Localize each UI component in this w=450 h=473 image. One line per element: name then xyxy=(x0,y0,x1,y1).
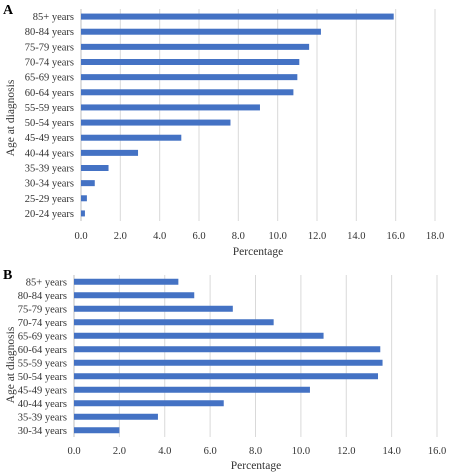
panelA-bar xyxy=(81,43,310,50)
panelB-category-label: 35-39 years xyxy=(18,412,67,423)
panelB-bar xyxy=(74,413,158,420)
panel-a-x-ticks: 0.0 2.0 4.0 6.0 8.0 10.0 12.0 14.0 16.0 18.0 xyxy=(74,231,444,242)
panelB-bar xyxy=(74,427,120,434)
panel-b-gridlines xyxy=(73,275,438,437)
panelA-bar xyxy=(81,195,87,202)
panelA-x-tick-label: 16.0 xyxy=(386,231,404,242)
panelA-x-tick-label: 8.0 xyxy=(232,231,245,242)
panelB-x-tick-label: 10.0 xyxy=(292,446,310,457)
panelB-x-tick-label: 4.0 xyxy=(158,446,171,457)
panelB-bar xyxy=(74,373,379,380)
panelB-x-tick-label: 16.0 xyxy=(428,446,446,457)
panelA-x-tick-label: 4.0 xyxy=(153,231,166,242)
panelB-x-tick-label: 14.0 xyxy=(382,446,400,457)
panel-b-category-labels: 85+ years 80-84 years 75-79 years 70-74 yea… xyxy=(18,277,67,437)
panelB-x-tick-label: 8.0 xyxy=(249,446,262,457)
panel-b-bar-chart: B 85+ years 80-84 years 75-79 years 70-74 y… xyxy=(3,268,446,472)
panel-a-bar-chart: A 85+ years 80-84 years 75-79 years 70-74 y… xyxy=(3,3,444,258)
panelA-category-label: 20-24 years xyxy=(25,209,74,220)
panelA-bar xyxy=(81,180,95,187)
panelB-x-tick-label: 0.0 xyxy=(67,446,80,457)
panelA-bar xyxy=(81,104,260,111)
panelA-category-label: 70-74 years xyxy=(25,58,74,69)
panelA-category-label: 60-64 years xyxy=(25,88,74,99)
panelA-category-label: 75-79 years xyxy=(25,42,74,53)
panelA-bar xyxy=(81,59,300,65)
panelB-category-label: 50-54 years xyxy=(18,372,67,383)
panelB-bar xyxy=(74,359,383,366)
panelA-x-tick-label: 0.0 xyxy=(74,231,87,242)
panelA-bar xyxy=(81,165,109,171)
panelB-bar xyxy=(74,346,381,353)
panel-a-gridlines xyxy=(80,9,436,221)
panelA-category-label: 30-34 years xyxy=(25,179,74,190)
panelA-category-label: 80-84 years xyxy=(25,27,74,38)
panelA-category-label: 50-54 years xyxy=(25,118,74,129)
panelB-category-label: 45-49 years xyxy=(18,385,67,396)
panelA-bar xyxy=(81,119,231,126)
panelA-x-tick-label: 18.0 xyxy=(426,231,444,242)
panelB-category-label: 30-34 years xyxy=(18,426,67,437)
panelA-category-label: 25-29 years xyxy=(25,194,74,205)
panelB-category-label: 85+ years xyxy=(26,277,67,288)
panelB-bar xyxy=(74,292,195,299)
panel-b-bars xyxy=(74,278,383,434)
panelA-bar xyxy=(81,149,139,156)
panelA-bar xyxy=(81,210,85,217)
panelA-category-label: 65-69 years xyxy=(25,73,74,84)
panelB-bar xyxy=(74,332,324,339)
panelA-category-label: 40-44 years xyxy=(25,148,74,159)
panelB-category-label: 40-44 years xyxy=(18,399,67,410)
panelB-category-label: 75-79 years xyxy=(18,304,67,315)
panelB-category-label: 70-74 years xyxy=(18,318,67,329)
panelB-category-label: 60-64 years xyxy=(18,345,67,356)
panelB-bar xyxy=(74,386,310,393)
panel-a-x-axis-title: Percentage xyxy=(233,246,283,258)
panel-b-y-axis-title: Age at diagnosis xyxy=(5,326,17,403)
panelA-category-label: 55-59 years xyxy=(25,103,74,114)
panelA-category-label: 85+ years xyxy=(33,12,74,23)
panelB-x-tick-label: 12.0 xyxy=(337,446,355,457)
panelA-bar xyxy=(81,74,298,81)
panelA-x-tick-label: 14.0 xyxy=(347,231,365,242)
panelB-x-tick-label: 2.0 xyxy=(113,446,126,457)
panelB-bar xyxy=(74,319,274,326)
panelA-x-tick-label: 6.0 xyxy=(192,231,205,242)
panel-a-category-labels: 85+ years 80-84 years 75-79 years 70-74 yea… xyxy=(25,12,74,220)
panelB-category-label: 55-59 years xyxy=(18,358,67,369)
panelB-category-label: 80-84 years xyxy=(18,291,67,302)
panelA-x-tick-label: 2.0 xyxy=(114,231,127,242)
panel-b-label: B xyxy=(3,268,12,283)
panelB-category-label: 65-69 years xyxy=(18,331,67,342)
panelA-bar xyxy=(81,89,294,96)
panelA-category-label: 45-49 years xyxy=(25,133,74,144)
panelB-bar xyxy=(74,305,233,312)
panelB-x-tick-label: 6.0 xyxy=(204,446,217,457)
panelA-x-tick-label: 10.0 xyxy=(268,231,286,242)
panel-a-label: A xyxy=(3,3,14,18)
panel-a-y-axis-title: Age at diagnosis xyxy=(5,79,17,156)
panelA-category-label: 35-39 years xyxy=(25,164,74,175)
panelB-bar xyxy=(74,400,224,407)
panelB-bar xyxy=(74,278,179,285)
panel-b-x-ticks: 0.0 2.0 4.0 6.0 8.0 10.0 12.0 14.0 16.0 xyxy=(67,446,446,457)
panelA-x-tick-label: 12.0 xyxy=(308,231,326,242)
panelA-bar xyxy=(81,28,321,35)
panelA-bar xyxy=(81,134,182,141)
panel-a-bars xyxy=(81,13,394,217)
panelA-bar xyxy=(81,13,394,20)
panel-b-x-axis-title: Percentage xyxy=(231,460,281,472)
